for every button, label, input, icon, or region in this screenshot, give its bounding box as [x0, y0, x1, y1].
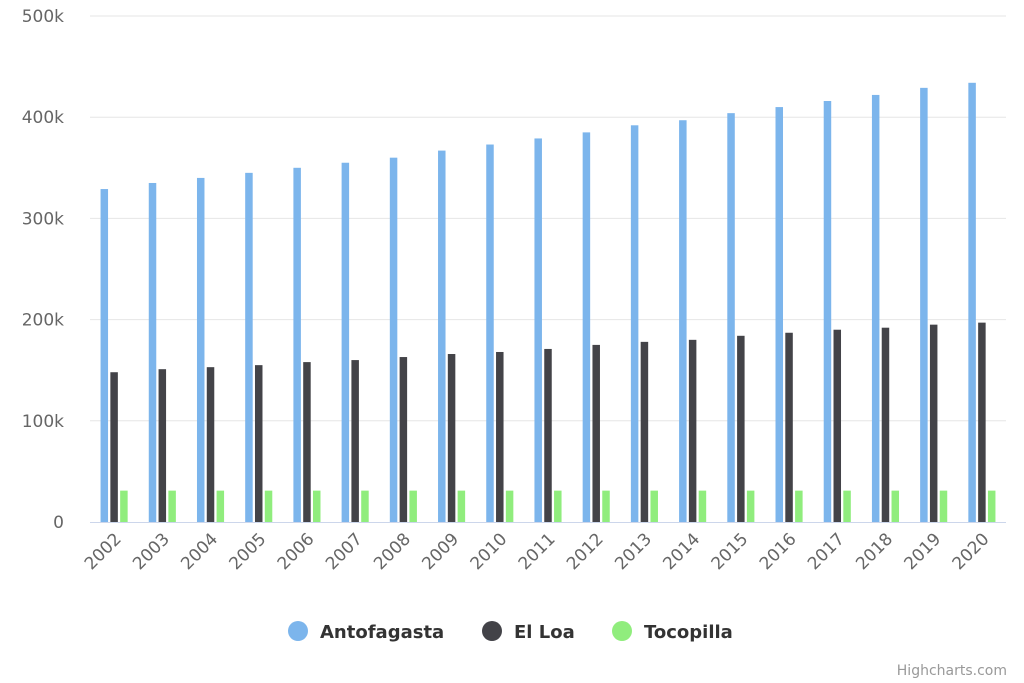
- bar-antofagasta[interactable]: [100, 189, 109, 522]
- bar-el-loa[interactable]: [303, 362, 311, 522]
- bar-antofagasta[interactable]: [389, 157, 398, 522]
- x-tick-label: 2009: [418, 529, 463, 574]
- x-tick-label: 2020: [949, 529, 994, 574]
- bar-el-loa[interactable]: [158, 369, 167, 522]
- bar-tocopilla[interactable]: [650, 490, 658, 522]
- bar-tocopilla[interactable]: [361, 490, 369, 522]
- y-tick-label: 300k: [22, 209, 64, 229]
- bar-el-loa[interactable]: [592, 344, 600, 522]
- bar-tocopilla[interactable]: [746, 490, 755, 522]
- bar-el-loa[interactable]: [929, 324, 938, 522]
- x-tick-label: 2003: [129, 529, 174, 574]
- bar-tocopilla[interactable]: [843, 490, 851, 522]
- bar-tocopilla[interactable]: [939, 490, 948, 522]
- y-tick-label: 200k: [22, 311, 64, 331]
- x-axis: 2002 2003 2004 2005 2006 2007 2008 2009 2010 2011…: [81, 529, 994, 574]
- bar-el-loa[interactable]: [110, 372, 118, 522]
- x-tick-label: 2008: [370, 529, 415, 574]
- bar-tocopilla[interactable]: [120, 490, 128, 522]
- bar-tocopilla[interactable]: [602, 490, 610, 522]
- legend[interactable]: Antofagasta El Loa Tocopilla: [288, 621, 733, 643]
- bar-el-loa[interactable]: [881, 327, 890, 522]
- x-tick-label: 2015: [708, 529, 753, 574]
- bar-el-loa[interactable]: [544, 348, 552, 522]
- legend-label: Tocopilla: [644, 622, 733, 643]
- x-tick-label: 2016: [756, 529, 801, 574]
- bar-tocopilla[interactable]: [505, 490, 514, 522]
- bar-series: [100, 82, 996, 523]
- x-tick-label: 2006: [274, 529, 319, 574]
- credits-link[interactable]: Highcharts.com: [897, 663, 1007, 679]
- bar-el-loa[interactable]: [833, 329, 842, 522]
- x-tick-label: 2002: [81, 529, 126, 574]
- bar-tocopilla[interactable]: [457, 490, 466, 522]
- legend-item-tocopilla[interactable]: Tocopilla: [612, 621, 733, 643]
- bar-tocopilla[interactable]: [168, 490, 176, 522]
- y-axis: 0 100k 200k 300k 400k 500k: [22, 7, 64, 533]
- bar-antofagasta[interactable]: [775, 107, 784, 522]
- bar-antofagasta[interactable]: [148, 182, 157, 523]
- legend-marker: [288, 621, 308, 641]
- bar-antofagasta[interactable]: [196, 177, 205, 523]
- bar-el-loa[interactable]: [496, 351, 504, 522]
- x-tick-label: 2005: [226, 529, 271, 574]
- bar-antofagasta[interactable]: [534, 138, 542, 522]
- bar-antofagasta[interactable]: [727, 113, 735, 522]
- x-tick-label: 2013: [611, 529, 656, 574]
- bar-tocopilla[interactable]: [554, 490, 562, 522]
- x-tick-label: 2012: [563, 529, 608, 574]
- bar-tocopilla[interactable]: [987, 490, 996, 522]
- bar-tocopilla[interactable]: [795, 490, 803, 522]
- bar-antofagasta[interactable]: [871, 94, 880, 522]
- x-tick-label: 2019: [900, 529, 945, 574]
- bar-el-loa[interactable]: [688, 339, 697, 522]
- bar-antofagasta[interactable]: [486, 144, 494, 523]
- bar-antofagasta[interactable]: [341, 162, 350, 523]
- bar-tocopilla[interactable]: [264, 490, 273, 522]
- bar-antofagasta[interactable]: [968, 82, 976, 523]
- bar-tocopilla[interactable]: [312, 490, 321, 522]
- legend-item-el-loa[interactable]: El Loa: [482, 621, 575, 643]
- y-tick-label: 100k: [22, 412, 64, 432]
- bar-antofagasta[interactable]: [245, 172, 253, 523]
- legend-label: El Loa: [514, 622, 575, 643]
- y-tick-label: 0: [53, 513, 64, 533]
- bar-antofagasta[interactable]: [293, 167, 301, 523]
- bar-el-loa[interactable]: [447, 354, 456, 522]
- bar-antofagasta[interactable]: [920, 87, 928, 523]
- x-tick-label: 2018: [852, 529, 897, 574]
- bar-tocopilla[interactable]: [891, 490, 900, 522]
- legend-marker: [482, 621, 502, 641]
- x-tick-label: 2017: [804, 529, 849, 574]
- bar-el-loa[interactable]: [206, 367, 215, 522]
- bar-el-loa[interactable]: [399, 357, 408, 522]
- bar-el-loa[interactable]: [640, 341, 649, 522]
- bar-tocopilla[interactable]: [409, 490, 417, 522]
- x-tick-label: 2007: [322, 529, 367, 574]
- x-tick-label: 2011: [515, 529, 560, 574]
- bar-antofagasta[interactable]: [582, 132, 591, 522]
- bar-antofagasta[interactable]: [630, 125, 639, 523]
- bar-el-loa[interactable]: [351, 360, 359, 522]
- bar-el-loa[interactable]: [737, 335, 745, 522]
- bar-antofagasta[interactable]: [823, 101, 832, 523]
- x-tick-label: 2010: [467, 529, 512, 574]
- bar-el-loa[interactable]: [785, 332, 793, 522]
- x-tick-label: 2014: [659, 529, 704, 574]
- bar-tocopilla[interactable]: [216, 490, 225, 522]
- bar-el-loa[interactable]: [978, 322, 986, 522]
- bar-el-loa[interactable]: [254, 365, 263, 522]
- bar-antofagasta[interactable]: [438, 150, 446, 522]
- legend-marker: [612, 621, 632, 641]
- bar-antofagasta[interactable]: [679, 120, 687, 523]
- bar-tocopilla[interactable]: [698, 490, 707, 522]
- legend-item-antofagasta[interactable]: Antofagasta: [288, 621, 444, 643]
- x-tick-label: 2004: [177, 529, 222, 574]
- grid-lines: [90, 15, 1006, 422]
- y-tick-label: 500k: [22, 7, 64, 27]
- legend-label: Antofagasta: [320, 622, 444, 643]
- y-tick-label: 400k: [22, 108, 64, 128]
